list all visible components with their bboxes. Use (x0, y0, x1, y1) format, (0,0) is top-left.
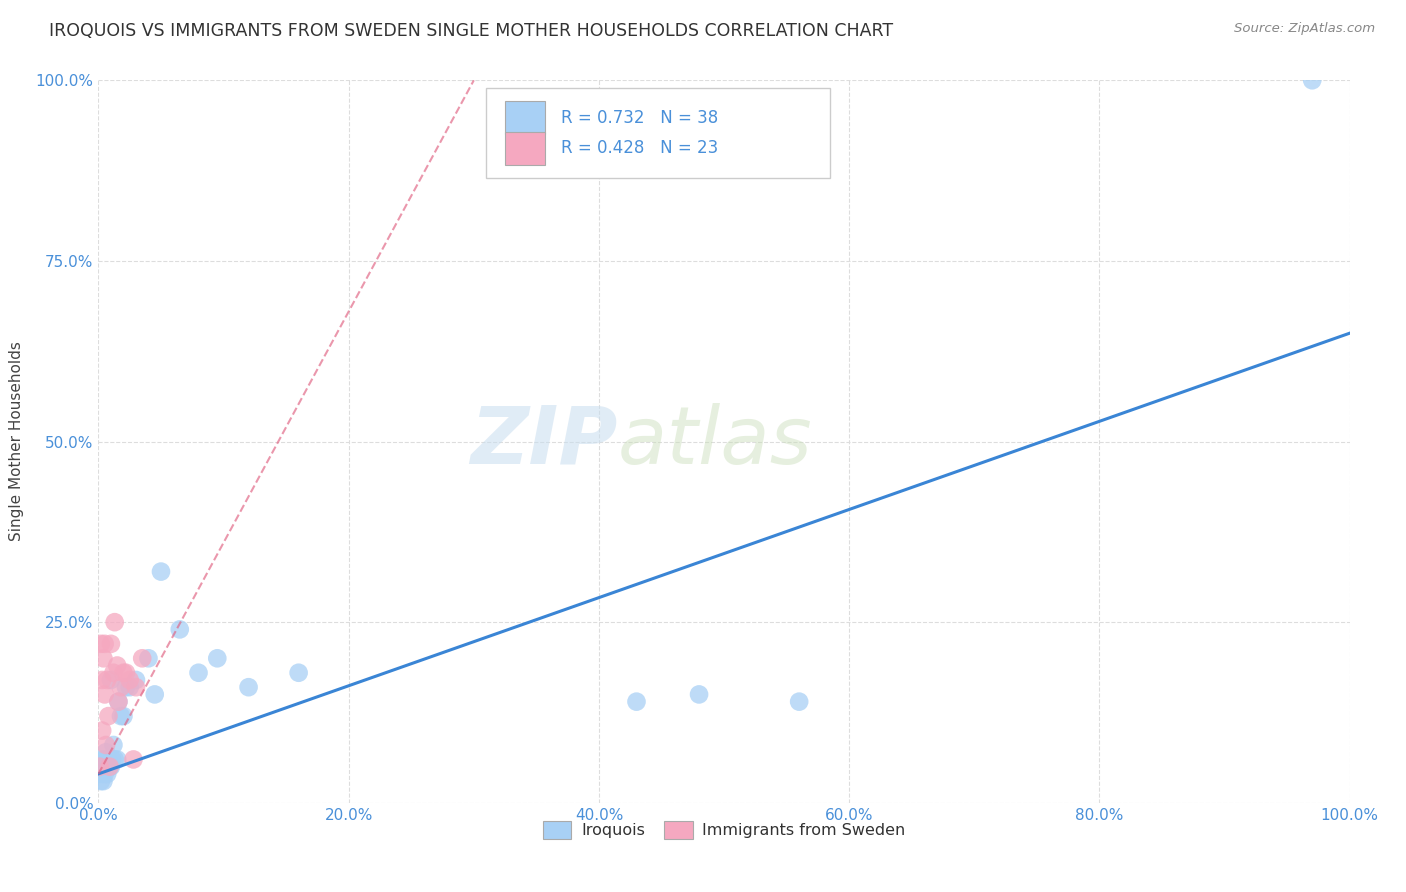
Point (150, 565, 173, 579)
Point (238, 680, 260, 694)
Text: IROQUOIS VS IMMIGRANTS FROM SWEDEN SINGLE MOTHER HOUSEHOLDS CORRELATION CHART: IROQUOIS VS IMMIGRANTS FROM SWEDEN SINGL… (49, 22, 893, 40)
Text: atlas: atlas (617, 402, 813, 481)
Point (91, 752, 114, 766)
Point (626, 695, 648, 709)
Point (138, 651, 160, 665)
Point (100, 760, 122, 774)
Point (110, 680, 132, 694)
Point (101, 752, 124, 766)
Point (93, 637, 115, 651)
Point (107, 695, 129, 709)
Point (104, 615, 127, 630)
Point (115, 665, 138, 680)
Point (93, 774, 115, 789)
Point (100, 673, 122, 687)
Text: Source: ZipAtlas.com: Source: ZipAtlas.com (1234, 22, 1375, 36)
Point (110, 709, 132, 723)
Point (187, 665, 209, 680)
Point (207, 651, 229, 665)
Point (90, 637, 112, 651)
Point (89, 767, 111, 781)
Point (97, 752, 120, 766)
Point (89, 760, 111, 774)
Point (115, 680, 138, 694)
Legend: Iroquois, Immigrants from Sweden: Iroquois, Immigrants from Sweden (536, 814, 912, 846)
Point (787, 695, 810, 709)
Point (96, 767, 118, 781)
FancyBboxPatch shape (505, 101, 546, 135)
Point (93, 651, 115, 665)
Point (96, 673, 118, 687)
Point (98, 760, 121, 774)
Point (112, 665, 135, 680)
Point (104, 752, 127, 766)
Point (91, 767, 114, 781)
Point (90, 774, 112, 789)
Point (91, 723, 114, 738)
Point (118, 673, 141, 687)
Point (94, 745, 117, 759)
Point (98, 760, 121, 774)
Text: ZIP: ZIP (471, 402, 617, 481)
Text: R = 0.732   N = 38: R = 0.732 N = 38 (561, 109, 718, 127)
Point (91, 673, 114, 687)
Point (107, 695, 129, 709)
Point (100, 637, 122, 651)
Point (688, 687, 710, 701)
Point (94, 760, 117, 774)
Point (103, 738, 125, 752)
Point (94, 738, 117, 752)
FancyBboxPatch shape (505, 132, 546, 165)
Point (97, 709, 120, 723)
Point (93, 752, 115, 766)
Point (93, 687, 115, 701)
Point (90, 760, 112, 774)
Point (125, 680, 148, 694)
Point (1301, 73, 1323, 87)
Point (131, 651, 153, 665)
Point (125, 673, 148, 687)
Point (112, 709, 135, 723)
Point (105, 752, 128, 766)
FancyBboxPatch shape (486, 87, 831, 178)
Point (93, 760, 115, 774)
Point (93, 767, 115, 781)
Point (169, 623, 191, 637)
Point (103, 665, 125, 680)
Point (118, 680, 141, 694)
Point (105, 658, 128, 673)
Text: R = 0.428   N = 23: R = 0.428 N = 23 (561, 139, 718, 157)
Point (122, 752, 145, 766)
Point (287, 665, 309, 680)
Y-axis label: Single Mother Households: Single Mother Households (10, 342, 24, 541)
Point (143, 687, 166, 701)
